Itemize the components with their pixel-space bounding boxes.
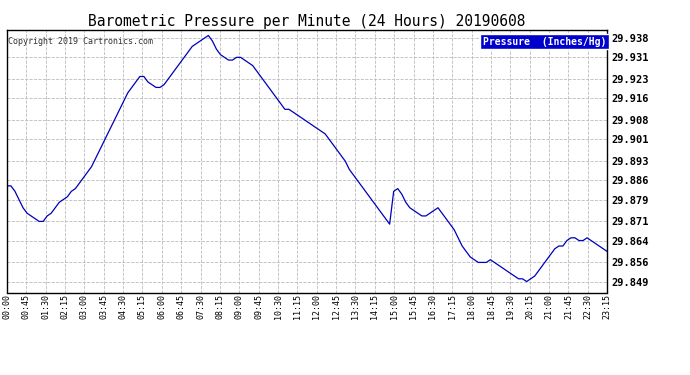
Title: Barometric Pressure per Minute (24 Hours) 20190608: Barometric Pressure per Minute (24 Hours… [88, 14, 526, 29]
Text: Pressure  (Inches/Hg): Pressure (Inches/Hg) [482, 37, 606, 46]
Text: Copyright 2019 Cartronics.com: Copyright 2019 Cartronics.com [8, 37, 153, 46]
